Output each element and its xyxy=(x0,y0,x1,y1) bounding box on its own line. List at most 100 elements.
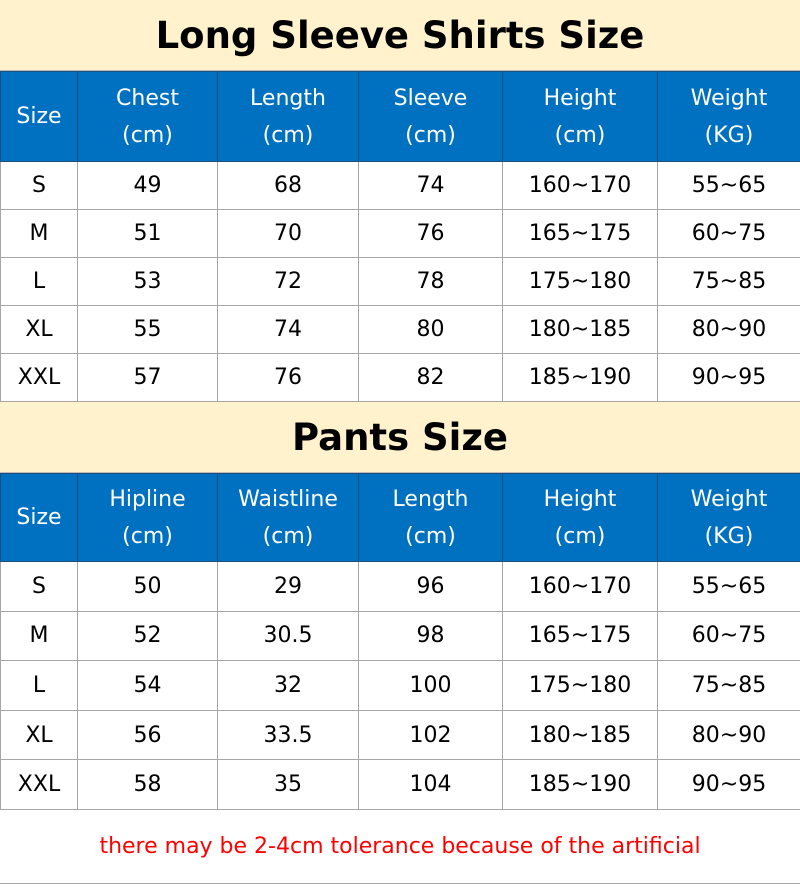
table-row: XL 56 33.5 102 180~185 80~90 xyxy=(0,709,800,761)
shirts-title: Long Sleeve Shirts Size xyxy=(0,0,800,71)
table-cell: 160~170 xyxy=(502,561,658,612)
size-label: M xyxy=(0,610,78,662)
size-label: M xyxy=(0,209,78,258)
table-cell: 185~190 xyxy=(502,353,658,402)
column-unit: (KG) xyxy=(704,523,754,549)
column-header: Chest (cm) xyxy=(77,71,218,162)
column-label: Sleeve xyxy=(393,85,468,111)
size-label: XXL xyxy=(0,759,78,810)
table-cell: 52 xyxy=(77,610,218,662)
table-row: L 53 72 78 175~180 75~85 xyxy=(0,257,800,306)
table-row: XXL 58 35 104 185~190 90~95 xyxy=(0,759,800,810)
table-cell: 76 xyxy=(358,209,503,258)
table-cell: 54 xyxy=(77,660,218,711)
column-header: Waistline (cm) xyxy=(217,473,359,562)
column-label: Size xyxy=(16,104,62,129)
table-cell: 104 xyxy=(358,759,503,810)
column-unit: (cm) xyxy=(262,122,314,148)
table-cell: 30.5 xyxy=(217,610,359,662)
table-cell: 165~175 xyxy=(502,610,658,662)
size-label: XL xyxy=(0,709,78,761)
size-label: S xyxy=(0,561,78,612)
table-cell: 75~85 xyxy=(657,257,800,306)
size-label: XXL xyxy=(0,353,78,402)
table-cell: 96 xyxy=(358,561,503,612)
table-cell: 57 xyxy=(77,353,218,402)
table-cell: 60~75 xyxy=(657,610,800,662)
table-cell: 55~65 xyxy=(657,561,800,612)
table-cell: 74 xyxy=(217,305,359,354)
size-label: L xyxy=(0,257,78,306)
table-cell: 35 xyxy=(217,759,359,810)
column-unit: (cm) xyxy=(405,523,456,549)
pants-title: Pants Size xyxy=(0,402,800,473)
column-header: Size xyxy=(0,473,78,562)
column-unit: (cm) xyxy=(554,122,606,148)
table-cell: 90~95 xyxy=(657,353,800,402)
table-cell: 80~90 xyxy=(657,305,800,354)
header-row: Size Chest (cm) Length (cm) Sleeve (cm) Height (… xyxy=(0,71,800,162)
pants-size-table: Size Hipline (cm) Waistline (cm) Length (cm) He… xyxy=(0,473,800,810)
table-cell: 32 xyxy=(217,660,359,711)
table-row: L 54 32 100 175~180 75~85 xyxy=(0,660,800,711)
table-row: XXL 57 76 82 185~190 90~95 xyxy=(0,353,800,402)
table-cell: 53 xyxy=(77,257,218,306)
tolerance-note: there may be 2-4cm tolerance because of … xyxy=(0,810,800,884)
shirts-size-table: Size Chest (cm) Length (cm) Sleeve (cm) Height (… xyxy=(0,71,800,402)
table-cell: 74 xyxy=(358,161,503,210)
column-header: Height (cm) xyxy=(502,71,658,162)
table-cell: 78 xyxy=(358,257,503,306)
column-label: Weight xyxy=(690,486,768,512)
column-header: Height (cm) xyxy=(502,473,658,562)
table-cell: 185~190 xyxy=(502,759,658,810)
table-cell: 29 xyxy=(217,561,359,612)
table-cell: 90~95 xyxy=(657,759,800,810)
column-unit: (cm) xyxy=(122,523,173,549)
column-label: Length xyxy=(392,486,469,512)
table-row: M 51 70 76 165~175 60~75 xyxy=(0,209,800,258)
table-cell: 98 xyxy=(358,610,503,662)
table-cell: 165~175 xyxy=(502,209,658,258)
table-cell: 72 xyxy=(217,257,359,306)
table-cell: 82 xyxy=(358,353,503,402)
table-cell: 75~85 xyxy=(657,660,800,711)
column-unit: (cm) xyxy=(554,523,606,549)
table-row: M 52 30.5 98 165~175 60~75 xyxy=(0,610,800,662)
column-unit: (KG) xyxy=(704,122,754,148)
column-label: Weight xyxy=(690,85,768,111)
table-cell: 175~180 xyxy=(502,660,658,711)
header-row: Size Hipline (cm) Waistline (cm) Length (cm) He… xyxy=(0,473,800,562)
column-unit: (cm) xyxy=(262,523,314,549)
table-cell: 102 xyxy=(358,709,503,761)
column-label: Height xyxy=(543,486,617,512)
table-cell: 55~65 xyxy=(657,161,800,210)
column-header: Sleeve (cm) xyxy=(358,71,503,162)
table-cell: 50 xyxy=(77,561,218,612)
table-cell: 180~185 xyxy=(502,305,658,354)
table-cell: 76 xyxy=(217,353,359,402)
table-cell: 51 xyxy=(77,209,218,258)
column-label: Hipline xyxy=(109,486,186,512)
column-header: Hipline (cm) xyxy=(77,473,218,562)
column-label: Waistline xyxy=(238,486,338,512)
size-label: L xyxy=(0,660,78,711)
column-header: Weight (KG) xyxy=(657,473,800,562)
table-cell: 180~185 xyxy=(502,709,658,761)
table-cell: 56 xyxy=(77,709,218,761)
column-label: Height xyxy=(543,85,617,111)
column-unit: (cm) xyxy=(122,122,173,148)
table-cell: 160~170 xyxy=(502,161,658,210)
table-cell: 70 xyxy=(217,209,359,258)
column-header: Length (cm) xyxy=(358,473,503,562)
table-cell: 175~180 xyxy=(502,257,658,306)
size-label: S xyxy=(0,161,78,210)
size-label: XL xyxy=(0,305,78,354)
table-row: S 49 68 74 160~170 55~65 xyxy=(0,161,800,210)
column-label: Length xyxy=(250,85,326,111)
table-cell: 33.5 xyxy=(217,709,359,761)
table-row: XL 55 74 80 180~185 80~90 xyxy=(0,305,800,354)
table-cell: 80 xyxy=(358,305,503,354)
column-header: Weight (KG) xyxy=(657,71,800,162)
table-row: S 50 29 96 160~170 55~65 xyxy=(0,561,800,612)
table-cell: 49 xyxy=(77,161,218,210)
